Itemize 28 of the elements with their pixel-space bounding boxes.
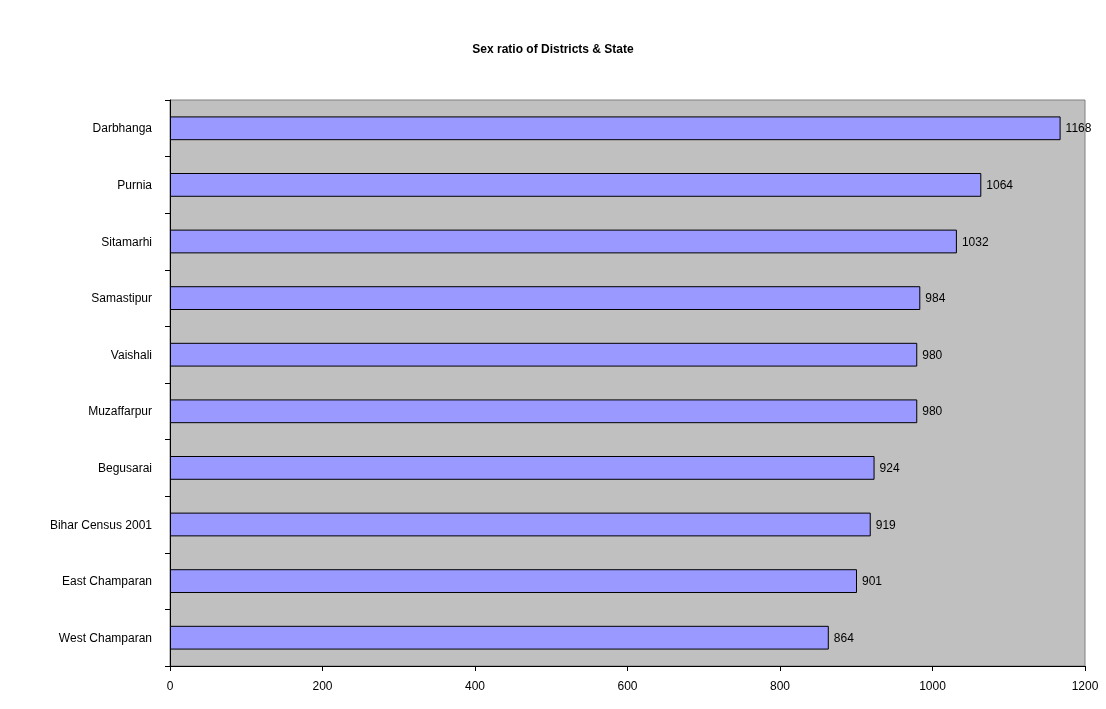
x-tick-label: 600 <box>617 679 638 693</box>
data-label: 1064 <box>986 177 1014 192</box>
x-tick-label: 1200 <box>1071 679 1099 693</box>
y-tick-label: Samastipur <box>91 291 152 306</box>
y-tick-label: Muzaffarpur <box>88 404 152 419</box>
y-tick-label: Begusarai <box>97 460 152 475</box>
y-tick-label: Purnia <box>117 177 153 192</box>
y-tick-label: Bihar Census 2001 <box>49 517 153 532</box>
y-tick-label: Vaishali <box>110 347 152 362</box>
data-label: 919 <box>875 517 897 532</box>
data-label: 984 <box>925 291 946 306</box>
data-label: 980 <box>922 404 943 419</box>
y-tick-label: Sitamarhi <box>101 234 152 249</box>
y-tick-label: Darbhanga <box>92 121 153 136</box>
data-label: 924 <box>879 460 900 475</box>
data-label: 864 <box>833 630 855 645</box>
x-tick-label: 1000 <box>919 679 947 693</box>
y-tick-label: East Champaran <box>61 574 152 589</box>
x-tick-label: 400 <box>464 679 486 693</box>
data-label: 980 <box>922 347 943 362</box>
y-tick-label: West Champaran <box>58 630 152 645</box>
x-tick-label: 0 <box>166 679 174 693</box>
data-label: 1168 <box>1065 121 1092 136</box>
x-tick-label: 200 <box>312 679 333 693</box>
data-label: 1032 <box>961 234 989 249</box>
chart-title: Sex ratio of Districts & State <box>472 42 635 56</box>
data-label: 901 <box>862 574 883 589</box>
x-tick-label: 800 <box>769 679 791 693</box>
